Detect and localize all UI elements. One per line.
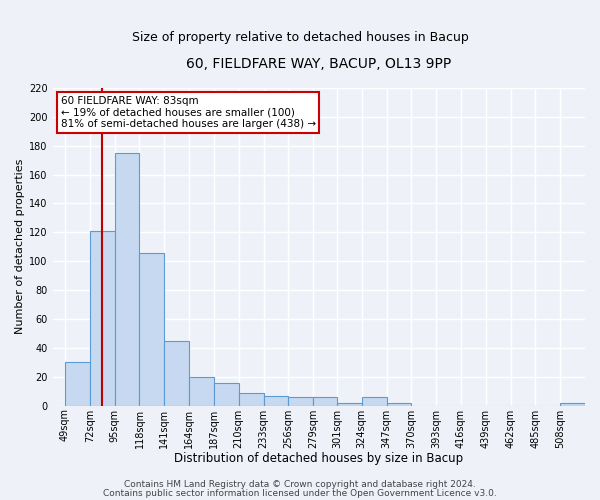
Bar [313,397,337,406]
Bar [164,340,189,406]
Bar [139,252,164,406]
Title: 60, FIELDFARE WAY, BACUP, OL13 9PP: 60, FIELDFARE WAY, BACUP, OL13 9PP [186,58,451,71]
Bar [239,392,263,406]
Text: Size of property relative to detached houses in Bacup: Size of property relative to detached ho… [131,31,469,44]
Bar [263,396,289,406]
Y-axis label: Number of detached properties: Number of detached properties [15,159,25,334]
Bar [362,397,386,406]
Bar [337,403,362,406]
Bar [189,377,214,406]
Bar [65,362,90,406]
Bar [90,231,115,406]
Bar [214,382,239,406]
Text: Contains public sector information licensed under the Open Government Licence v3: Contains public sector information licen… [103,488,497,498]
X-axis label: Distribution of detached houses by size in Bacup: Distribution of detached houses by size … [174,452,463,465]
Bar [289,397,313,406]
Bar [115,153,139,406]
Bar [560,403,585,406]
Text: 60 FIELDFARE WAY: 83sqm
← 19% of detached houses are smaller (100)
81% of semi-d: 60 FIELDFARE WAY: 83sqm ← 19% of detache… [61,96,316,129]
Text: Contains HM Land Registry data © Crown copyright and database right 2024.: Contains HM Land Registry data © Crown c… [124,480,476,489]
Bar [386,403,412,406]
